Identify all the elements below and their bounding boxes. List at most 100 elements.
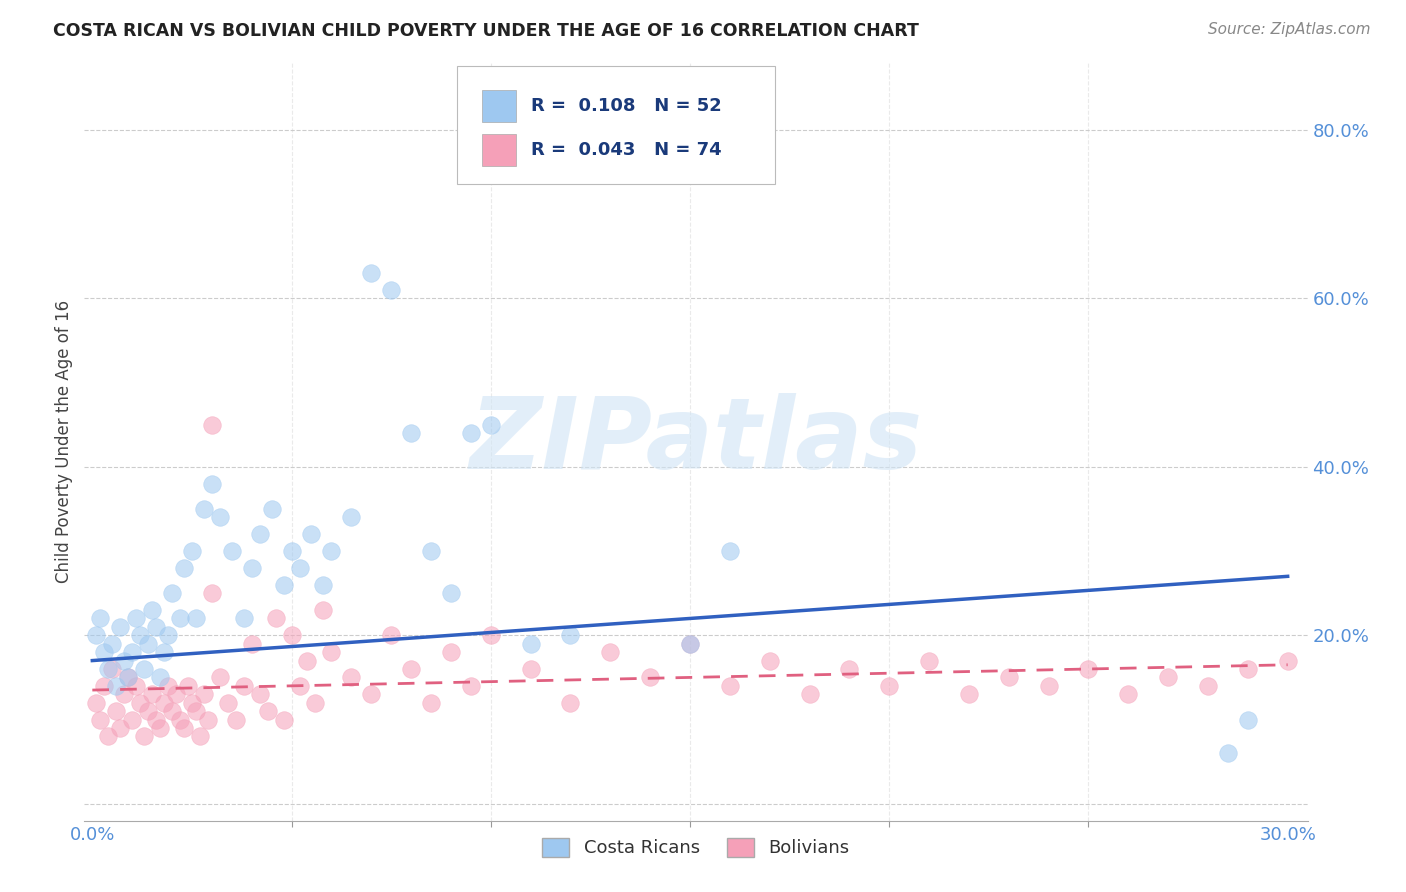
- Point: [273, 713, 295, 727]
- Point: [129, 628, 152, 642]
- Point: [105, 679, 128, 693]
- Text: ZIPatlas: ZIPatlas: [470, 393, 922, 490]
- Point: [877, 679, 900, 693]
- Point: [240, 637, 263, 651]
- Point: [93, 679, 115, 693]
- Point: [420, 544, 443, 558]
- Point: [460, 426, 482, 441]
- Point: [173, 561, 195, 575]
- Point: [181, 544, 204, 558]
- Point: [197, 713, 219, 727]
- Point: [301, 527, 323, 541]
- Point: [679, 637, 702, 651]
- Point: [340, 510, 363, 524]
- Point: [232, 679, 254, 693]
- Point: [288, 561, 311, 575]
- Point: [86, 696, 108, 710]
- Point: [560, 696, 582, 710]
- Point: [312, 578, 335, 592]
- Point: [264, 611, 287, 625]
- Point: [201, 586, 224, 600]
- Point: [160, 586, 183, 600]
- Point: [273, 578, 295, 592]
- Point: [97, 730, 120, 744]
- Point: [149, 670, 172, 684]
- Point: [112, 687, 135, 701]
- Point: [599, 645, 621, 659]
- Point: [360, 687, 382, 701]
- Point: [201, 476, 224, 491]
- Point: [1157, 670, 1180, 684]
- Point: [297, 654, 319, 668]
- Point: [280, 544, 302, 558]
- Point: [249, 687, 271, 701]
- Text: R =  0.043   N = 74: R = 0.043 N = 74: [531, 141, 721, 159]
- Point: [153, 645, 176, 659]
- Point: [1077, 662, 1099, 676]
- Point: [679, 637, 702, 651]
- Point: [360, 266, 382, 280]
- Point: [157, 628, 180, 642]
- Point: [101, 662, 124, 676]
- Point: [1197, 679, 1219, 693]
- Point: [340, 670, 363, 684]
- Point: [89, 713, 111, 727]
- Point: [145, 620, 167, 634]
- Point: [101, 637, 124, 651]
- Point: [184, 611, 207, 625]
- Point: [221, 544, 243, 558]
- Point: [479, 628, 502, 642]
- Point: [460, 679, 482, 693]
- Point: [134, 662, 156, 676]
- Point: [838, 662, 860, 676]
- Point: [193, 687, 215, 701]
- Point: [380, 283, 402, 297]
- Point: [519, 637, 541, 651]
- Point: [304, 696, 326, 710]
- Text: Source: ZipAtlas.com: Source: ZipAtlas.com: [1208, 22, 1371, 37]
- Point: [321, 645, 343, 659]
- Point: [145, 713, 167, 727]
- Point: [225, 713, 247, 727]
- Point: [117, 670, 139, 684]
- Point: [1216, 746, 1239, 760]
- Point: [165, 687, 187, 701]
- Point: [519, 662, 541, 676]
- Legend: Costa Ricans, Bolivians: Costa Ricans, Bolivians: [536, 830, 856, 864]
- Point: [112, 654, 135, 668]
- Point: [479, 417, 502, 432]
- Point: [1116, 687, 1139, 701]
- Text: R =  0.108   N = 52: R = 0.108 N = 52: [531, 97, 721, 115]
- FancyBboxPatch shape: [457, 66, 776, 184]
- Point: [188, 730, 211, 744]
- Point: [201, 417, 224, 432]
- Point: [125, 611, 148, 625]
- Point: [141, 687, 163, 701]
- Point: [321, 544, 343, 558]
- Point: [193, 502, 215, 516]
- Point: [440, 645, 463, 659]
- Point: [149, 721, 172, 735]
- Y-axis label: Child Poverty Under the Age of 16: Child Poverty Under the Age of 16: [55, 300, 73, 583]
- Point: [121, 645, 143, 659]
- Point: [141, 603, 163, 617]
- Point: [86, 628, 108, 642]
- Point: [249, 527, 271, 541]
- Point: [136, 704, 159, 718]
- Point: [134, 730, 156, 744]
- Point: [153, 696, 176, 710]
- Point: [136, 637, 159, 651]
- Point: [125, 679, 148, 693]
- Point: [1236, 713, 1258, 727]
- Point: [638, 670, 661, 684]
- Point: [129, 696, 152, 710]
- Point: [918, 654, 941, 668]
- Point: [1236, 662, 1258, 676]
- Point: [399, 426, 422, 441]
- Text: COSTA RICAN VS BOLIVIAN CHILD POVERTY UNDER THE AGE OF 16 CORRELATION CHART: COSTA RICAN VS BOLIVIAN CHILD POVERTY UN…: [53, 22, 920, 40]
- Point: [181, 696, 204, 710]
- Point: [93, 645, 115, 659]
- Point: [173, 721, 195, 735]
- Point: [110, 620, 132, 634]
- Point: [169, 713, 191, 727]
